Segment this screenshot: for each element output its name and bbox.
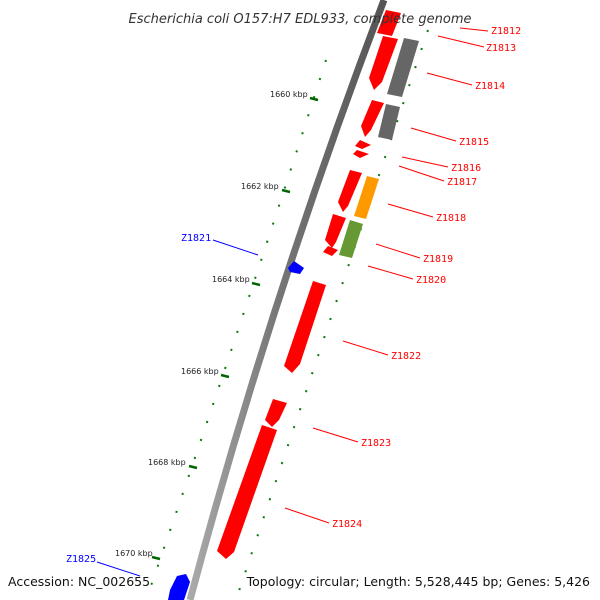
gene-leader-line xyxy=(426,72,473,86)
gene-leader-line xyxy=(367,265,414,280)
gene-arrow-z1815-pseudo[interactable] xyxy=(378,104,400,140)
gene-arrow-z1822[interactable] xyxy=(284,281,326,373)
gene-label-z1823[interactable]: Z1823 xyxy=(361,438,391,449)
kbp-tick-label: 1666 kbp xyxy=(181,367,219,376)
gene-label-z1816[interactable]: Z1816 xyxy=(451,163,481,174)
gene-arrow-z1819-olive[interactable] xyxy=(339,220,363,258)
gene-leader-line xyxy=(387,203,434,218)
kbp-tick-mark xyxy=(188,464,198,470)
genome-backbone xyxy=(186,0,388,600)
gene-leader-line xyxy=(312,427,359,443)
kbp-tick-mark xyxy=(151,555,161,561)
kbp-tick-label: 1670 kbp xyxy=(115,549,153,558)
gene-arrow-z1817[interactable] xyxy=(353,150,369,158)
gene-labels: Z1812 Z1813 Z1814 Z1815 Z1816 Z1817 Z1818 Z1819… xyxy=(66,26,521,577)
gene-arrow-z1815[interactable] xyxy=(361,100,384,137)
gene-leader-line xyxy=(212,239,259,256)
gene-leader-line xyxy=(96,561,141,577)
kbp-tick-mark xyxy=(281,188,291,194)
gene-leader-line xyxy=(375,243,421,259)
gene-leader-line xyxy=(459,27,489,32)
gene-label-z1821[interactable]: Z1821 xyxy=(181,233,211,244)
genome-title: Escherichia coli O157:H7 EDL933, complet… xyxy=(129,12,472,27)
kbp-tick-label: 1660 kbp xyxy=(270,90,308,99)
gene-features xyxy=(168,10,419,600)
gene-label-z1825[interactable]: Z1825 xyxy=(66,554,96,565)
accession-text: Accession: NC_002655 xyxy=(8,574,150,589)
gene-label-z1819[interactable]: Z1819 xyxy=(423,254,453,265)
kbp-tick-mark xyxy=(251,281,261,287)
gene-arrow-z1820[interactable] xyxy=(323,246,338,256)
gene-arrow-z1825[interactable] xyxy=(168,574,190,600)
kbp-tick-label: 1664 kbp xyxy=(212,275,250,284)
gene-label-z1822[interactable]: Z1822 xyxy=(391,351,421,362)
gene-leader-line xyxy=(437,35,485,48)
gene-leader-line xyxy=(398,165,445,182)
topology-text: Topology: circular; Length: 5,528,445 bp… xyxy=(246,574,590,589)
kbp-tick-label: 1668 kbp xyxy=(148,458,186,467)
gene-label-z1824[interactable]: Z1824 xyxy=(332,519,362,530)
gene-label-z1817[interactable]: Z1817 xyxy=(447,177,477,188)
gene-label-z1815[interactable]: Z1815 xyxy=(459,137,489,148)
gene-arrow-z1818-orange[interactable] xyxy=(354,176,379,219)
gene-arrow-z1814-pseudo[interactable] xyxy=(387,38,419,97)
kbp-tick-mark xyxy=(309,96,319,102)
gene-arrow-z1812[interactable] xyxy=(377,10,401,36)
tick-ring-outer xyxy=(235,29,429,600)
gene-leader-line xyxy=(401,156,449,168)
gene-arrow-z1821[interactable] xyxy=(288,261,304,274)
gene-arrow-z1816[interactable] xyxy=(355,140,371,149)
gene-label-z1818[interactable]: Z1818 xyxy=(436,213,466,224)
gene-leader-line xyxy=(410,127,457,142)
kbp-tick-label: 1662 kbp xyxy=(241,182,279,191)
gene-label-z1813[interactable]: Z1813 xyxy=(486,43,516,54)
gene-label-z1814[interactable]: Z1814 xyxy=(475,81,505,92)
gene-label-z1820[interactable]: Z1820 xyxy=(416,275,446,286)
gene-arrow-z1823[interactable] xyxy=(265,399,287,427)
gene-label-z1812[interactable]: Z1812 xyxy=(491,26,521,37)
gene-arrow-z1819[interactable] xyxy=(325,214,346,248)
kbp-scale: 1660 kbp 1662 kbp 1664 kbp 1666 kbp 1668 kbp… xyxy=(115,90,319,561)
gene-arrow-z1818[interactable] xyxy=(338,170,362,212)
gene-arrow-z1813[interactable] xyxy=(369,36,398,90)
gene-arrow-z1824[interactable] xyxy=(217,425,277,559)
kbp-tick-mark xyxy=(220,373,230,379)
gene-leader-line xyxy=(342,340,389,356)
gene-leader-line xyxy=(284,507,330,524)
